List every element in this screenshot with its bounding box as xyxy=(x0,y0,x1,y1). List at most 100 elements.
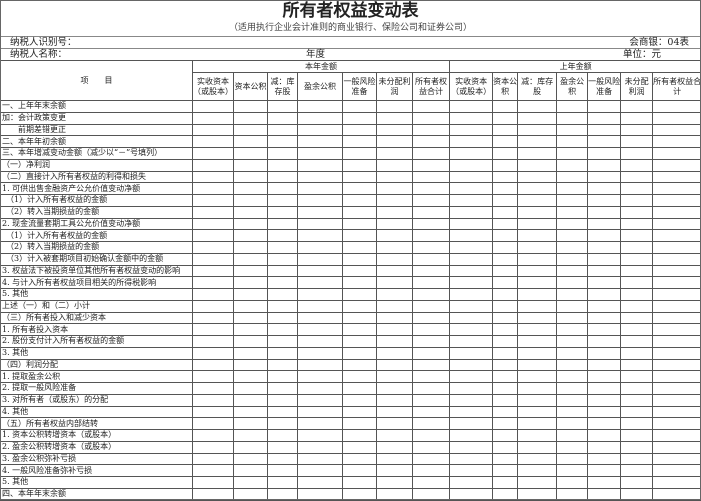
amount-cell[interactable] xyxy=(234,195,268,207)
amount-cell[interactable] xyxy=(653,324,701,336)
amount-cell[interactable] xyxy=(377,406,413,418)
amount-cell[interactable] xyxy=(450,242,493,254)
amount-cell[interactable] xyxy=(621,195,653,207)
amount-cell[interactable] xyxy=(377,324,413,336)
amount-cell[interactable] xyxy=(413,430,450,442)
amount-cell[interactable] xyxy=(377,347,413,359)
amount-cell[interactable] xyxy=(413,441,450,453)
amount-cell[interactable] xyxy=(234,289,268,301)
amount-cell[interactable] xyxy=(621,171,653,183)
amount-cell[interactable] xyxy=(234,183,268,195)
amount-cell[interactable] xyxy=(413,206,450,218)
amount-cell[interactable] xyxy=(298,289,343,301)
amount-cell[interactable] xyxy=(343,418,377,430)
amount-cell[interactable] xyxy=(413,324,450,336)
amount-cell[interactable] xyxy=(450,195,493,207)
amount-cell[interactable] xyxy=(450,418,493,430)
amount-cell[interactable] xyxy=(450,394,493,406)
amount-cell[interactable] xyxy=(298,136,343,148)
amount-cell[interactable] xyxy=(377,488,413,500)
amount-cell[interactable] xyxy=(298,206,343,218)
amount-cell[interactable] xyxy=(653,418,701,430)
amount-cell[interactable] xyxy=(193,159,234,171)
amount-cell[interactable] xyxy=(653,242,701,254)
amount-cell[interactable] xyxy=(413,124,450,136)
amount-cell[interactable] xyxy=(413,383,450,395)
amount-cell[interactable] xyxy=(298,159,343,171)
amount-cell[interactable] xyxy=(377,159,413,171)
amount-cell[interactable] xyxy=(413,242,450,254)
amount-cell[interactable] xyxy=(557,183,588,195)
amount-cell[interactable] xyxy=(450,112,493,124)
amount-cell[interactable] xyxy=(450,101,493,113)
amount-cell[interactable] xyxy=(653,359,701,371)
amount-cell[interactable] xyxy=(413,195,450,207)
amount-cell[interactable] xyxy=(588,289,621,301)
amount-cell[interactable] xyxy=(493,230,518,242)
amount-cell[interactable] xyxy=(298,441,343,453)
amount-cell[interactable] xyxy=(450,148,493,160)
amount-cell[interactable] xyxy=(621,394,653,406)
amount-cell[interactable] xyxy=(588,336,621,348)
amount-cell[interactable] xyxy=(450,300,493,312)
amount-cell[interactable] xyxy=(588,101,621,113)
amount-cell[interactable] xyxy=(298,383,343,395)
amount-cell[interactable] xyxy=(413,218,450,230)
amount-cell[interactable] xyxy=(557,418,588,430)
amount-cell[interactable] xyxy=(298,183,343,195)
amount-cell[interactable] xyxy=(653,441,701,453)
amount-cell[interactable] xyxy=(518,171,557,183)
amount-cell[interactable] xyxy=(621,124,653,136)
amount-cell[interactable] xyxy=(377,394,413,406)
amount-cell[interactable] xyxy=(234,430,268,442)
amount-cell[interactable] xyxy=(377,465,413,477)
amount-cell[interactable] xyxy=(518,336,557,348)
amount-cell[interactable] xyxy=(413,406,450,418)
amount-cell[interactable] xyxy=(518,253,557,265)
amount-cell[interactable] xyxy=(493,406,518,418)
amount-cell[interactable] xyxy=(234,218,268,230)
amount-cell[interactable] xyxy=(377,371,413,383)
amount-cell[interactable] xyxy=(234,418,268,430)
amount-cell[interactable] xyxy=(298,171,343,183)
amount-cell[interactable] xyxy=(588,347,621,359)
amount-cell[interactable] xyxy=(653,383,701,395)
amount-cell[interactable] xyxy=(518,324,557,336)
amount-cell[interactable] xyxy=(653,312,701,324)
amount-cell[interactable] xyxy=(413,394,450,406)
amount-cell[interactable] xyxy=(193,206,234,218)
amount-cell[interactable] xyxy=(588,242,621,254)
amount-cell[interactable] xyxy=(377,218,413,230)
amount-cell[interactable] xyxy=(557,383,588,395)
amount-cell[interactable] xyxy=(268,394,298,406)
amount-cell[interactable] xyxy=(621,300,653,312)
amount-cell[interactable] xyxy=(621,206,653,218)
amount-cell[interactable] xyxy=(493,312,518,324)
amount-cell[interactable] xyxy=(268,112,298,124)
amount-cell[interactable] xyxy=(377,112,413,124)
amount-cell[interactable] xyxy=(298,312,343,324)
amount-cell[interactable] xyxy=(621,336,653,348)
amount-cell[interactable] xyxy=(518,418,557,430)
amount-cell[interactable] xyxy=(621,253,653,265)
amount-cell[interactable] xyxy=(450,477,493,489)
amount-cell[interactable] xyxy=(234,465,268,477)
amount-cell[interactable] xyxy=(588,441,621,453)
amount-cell[interactable] xyxy=(343,406,377,418)
amount-cell[interactable] xyxy=(343,300,377,312)
amount-cell[interactable] xyxy=(621,183,653,195)
amount-cell[interactable] xyxy=(557,136,588,148)
amount-cell[interactable] xyxy=(557,488,588,500)
amount-cell[interactable] xyxy=(193,453,234,465)
amount-cell[interactable] xyxy=(450,359,493,371)
amount-cell[interactable] xyxy=(377,148,413,160)
amount-cell[interactable] xyxy=(377,477,413,489)
amount-cell[interactable] xyxy=(493,124,518,136)
amount-cell[interactable] xyxy=(518,101,557,113)
amount-cell[interactable] xyxy=(268,159,298,171)
amount-cell[interactable] xyxy=(557,101,588,113)
amount-cell[interactable] xyxy=(450,253,493,265)
amount-cell[interactable] xyxy=(653,183,701,195)
amount-cell[interactable] xyxy=(377,206,413,218)
amount-cell[interactable] xyxy=(653,394,701,406)
